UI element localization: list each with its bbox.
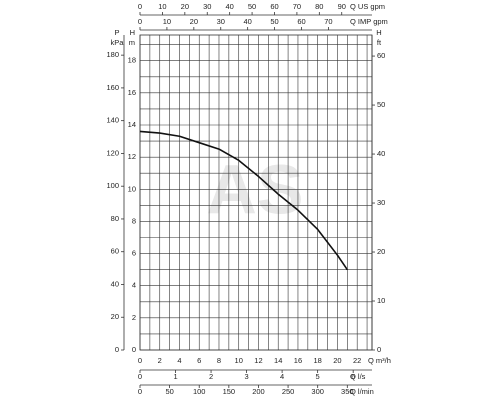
tick-label: 20 bbox=[181, 2, 189, 11]
x-tick-label: 18 bbox=[314, 356, 322, 365]
axis-label: Q l/min bbox=[350, 387, 374, 396]
axis-label: Q IMP gpm bbox=[350, 17, 388, 26]
tick-label: 5 bbox=[316, 372, 320, 381]
x-tick-label: 2 bbox=[158, 356, 162, 365]
tick-label: 40 bbox=[377, 149, 385, 158]
tick-label: 10 bbox=[163, 17, 171, 26]
tick-label: 0 bbox=[377, 345, 381, 354]
tick-label: 160 bbox=[106, 83, 119, 92]
axis-label: P bbox=[114, 28, 119, 37]
tick-label: 0 bbox=[115, 345, 119, 354]
tick-label: 70 bbox=[324, 17, 332, 26]
axis-label: Q US gpm bbox=[350, 2, 385, 11]
tick-label: 50 bbox=[248, 2, 256, 11]
x-tick-label: 20 bbox=[333, 356, 341, 365]
tick-label: 300 bbox=[311, 387, 324, 396]
axis-unit: kPa bbox=[111, 38, 125, 47]
tick-label: 180 bbox=[106, 50, 119, 59]
tick-label: 100 bbox=[106, 181, 119, 190]
tick-label: 3 bbox=[244, 372, 248, 381]
x-tick-label: 4 bbox=[177, 356, 181, 365]
tick-label: 40 bbox=[111, 279, 119, 288]
tick-label: 30 bbox=[377, 198, 385, 207]
tick-label: 0 bbox=[138, 372, 142, 381]
tick-label: 200 bbox=[252, 387, 265, 396]
tick-label: 30 bbox=[217, 17, 225, 26]
x-tick-label: 8 bbox=[217, 356, 221, 365]
tick-label: 90 bbox=[338, 2, 346, 11]
y-tick-label: 0 bbox=[132, 345, 136, 354]
x-tick-label: 16 bbox=[294, 356, 302, 365]
tick-label: 20 bbox=[190, 17, 198, 26]
tick-label: 150 bbox=[223, 387, 236, 396]
y-tick-label: 10 bbox=[128, 184, 136, 193]
x-tick-label: 0 bbox=[138, 356, 142, 365]
tick-label: 2 bbox=[209, 372, 213, 381]
tick-label: 80 bbox=[315, 2, 323, 11]
tick-label: 120 bbox=[106, 148, 119, 157]
tick-label: 0 bbox=[138, 2, 142, 11]
axis-label: H bbox=[376, 28, 381, 37]
axis-unit: ft bbox=[377, 38, 382, 47]
tick-label: 30 bbox=[203, 2, 211, 11]
x-tick-label: 6 bbox=[197, 356, 201, 365]
x-tick-label: 22 bbox=[353, 356, 361, 365]
tick-label: 20 bbox=[377, 247, 385, 256]
pump-curve bbox=[139, 130, 348, 271]
tick-label: 0 bbox=[138, 17, 142, 26]
axis-label: Q l/s bbox=[350, 372, 366, 381]
y-axis-unit: m bbox=[129, 38, 135, 47]
y-tick-label: 2 bbox=[132, 313, 136, 322]
y-tick-label: 4 bbox=[132, 281, 136, 290]
tick-label: 50 bbox=[377, 100, 385, 109]
y-tick-label: 12 bbox=[128, 152, 136, 161]
x-tick-label: 14 bbox=[274, 356, 282, 365]
tick-label: 70 bbox=[293, 2, 301, 11]
tick-label: 60 bbox=[377, 51, 385, 60]
tick-label: 140 bbox=[106, 116, 119, 125]
tick-label: 4 bbox=[280, 372, 284, 381]
tick-label: 100 bbox=[193, 387, 206, 396]
y-tick-label: 16 bbox=[128, 88, 136, 97]
tick-label: 0 bbox=[138, 387, 142, 396]
tick-label: 60 bbox=[270, 2, 278, 11]
tick-label: 80 bbox=[111, 214, 119, 223]
tick-label: 1 bbox=[173, 372, 177, 381]
tick-label: 50 bbox=[165, 387, 173, 396]
tick-label: 10 bbox=[377, 296, 385, 305]
tick-label: 10 bbox=[158, 2, 166, 11]
x-tick-label: 10 bbox=[235, 356, 243, 365]
tick-label: 350 bbox=[341, 387, 354, 396]
y-tick-label: 8 bbox=[132, 216, 136, 225]
y-axis-label: H bbox=[130, 28, 135, 37]
y-tick-label: 14 bbox=[128, 120, 136, 129]
tick-label: 250 bbox=[282, 387, 295, 396]
x-axis-label: Q m³/h bbox=[368, 356, 391, 365]
tick-label: 60 bbox=[297, 17, 305, 26]
tick-label: 6 bbox=[351, 372, 355, 381]
tick-label: 50 bbox=[270, 17, 278, 26]
tick-label: 40 bbox=[225, 2, 233, 11]
tick-label: 60 bbox=[111, 247, 119, 256]
y-tick-label: 18 bbox=[128, 56, 136, 65]
y-tick-label: 6 bbox=[132, 249, 136, 258]
tick-label: 40 bbox=[243, 17, 251, 26]
tick-label: 20 bbox=[111, 312, 119, 321]
x-tick-label: 12 bbox=[254, 356, 262, 365]
